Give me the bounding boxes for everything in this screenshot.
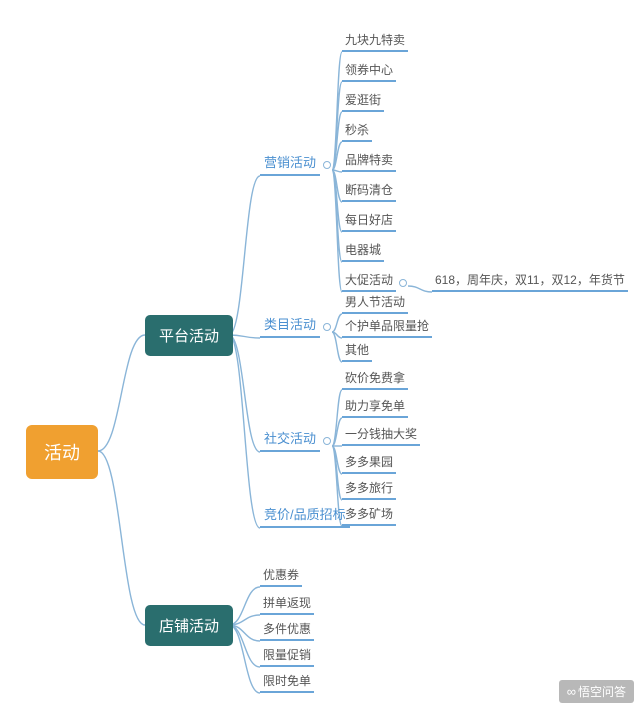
leaf-node: 领券中心 <box>342 60 396 82</box>
leaf-node: 每日好店 <box>342 210 396 232</box>
watermark: ∞ 悟空问答 <box>559 680 634 703</box>
expand-joint-icon <box>323 437 331 445</box>
category-node: 社交活动 <box>260 426 320 452</box>
leaf-node: 大促活动 <box>342 270 396 292</box>
branch-node-shop: 店铺活动 <box>145 605 233 646</box>
category-node: 营销活动 <box>260 150 320 176</box>
leaf-node: 断码清仓 <box>342 180 396 202</box>
expand-joint-icon <box>323 323 331 331</box>
leaf-node: 电器城 <box>342 240 384 262</box>
leaf-node: 九块九特卖 <box>342 30 408 52</box>
category-node: 类目活动 <box>260 312 320 338</box>
leaf-node: 助力享免单 <box>342 396 408 418</box>
leaf-node: 一分钱抽大奖 <box>342 424 420 446</box>
leaf-node: 多多矿场 <box>342 504 396 526</box>
branch-node-platform: 平台活动 <box>145 315 233 356</box>
leaf-node: 砍价免费拿 <box>342 368 408 390</box>
leaf-node: 限量促销 <box>260 645 314 667</box>
category-node: 竞价/品质招标 <box>260 502 350 528</box>
leaf-node: 男人节活动 <box>342 292 408 314</box>
expand-joint-icon <box>323 161 331 169</box>
watermark-text: 悟空问答 <box>578 683 626 700</box>
leaf-node: 品牌特卖 <box>342 150 396 172</box>
leaf-node: 个护单品限量抢 <box>342 316 432 338</box>
leaf-node: 爱逛街 <box>342 90 384 112</box>
leaf-node: 多多果园 <box>342 452 396 474</box>
expand-joint-icon <box>399 279 407 287</box>
leaf-node: 其他 <box>342 340 372 362</box>
root-node: 活动 <box>26 425 98 479</box>
mindmap-edges <box>0 0 640 709</box>
leaf-node: 秒杀 <box>342 120 372 142</box>
watermark-icon: ∞ <box>567 684 573 699</box>
leaf-node: 多多旅行 <box>342 478 396 500</box>
leaf-node: 多件优惠 <box>260 619 314 641</box>
leaf-node: 拼单返现 <box>260 593 314 615</box>
leaf-node: 限时免单 <box>260 671 314 693</box>
leaf-node: 优惠券 <box>260 565 302 587</box>
leaf-node: 618，周年庆，双11，双12，年货节 <box>432 270 628 292</box>
root-label: 活动 <box>44 443 80 463</box>
